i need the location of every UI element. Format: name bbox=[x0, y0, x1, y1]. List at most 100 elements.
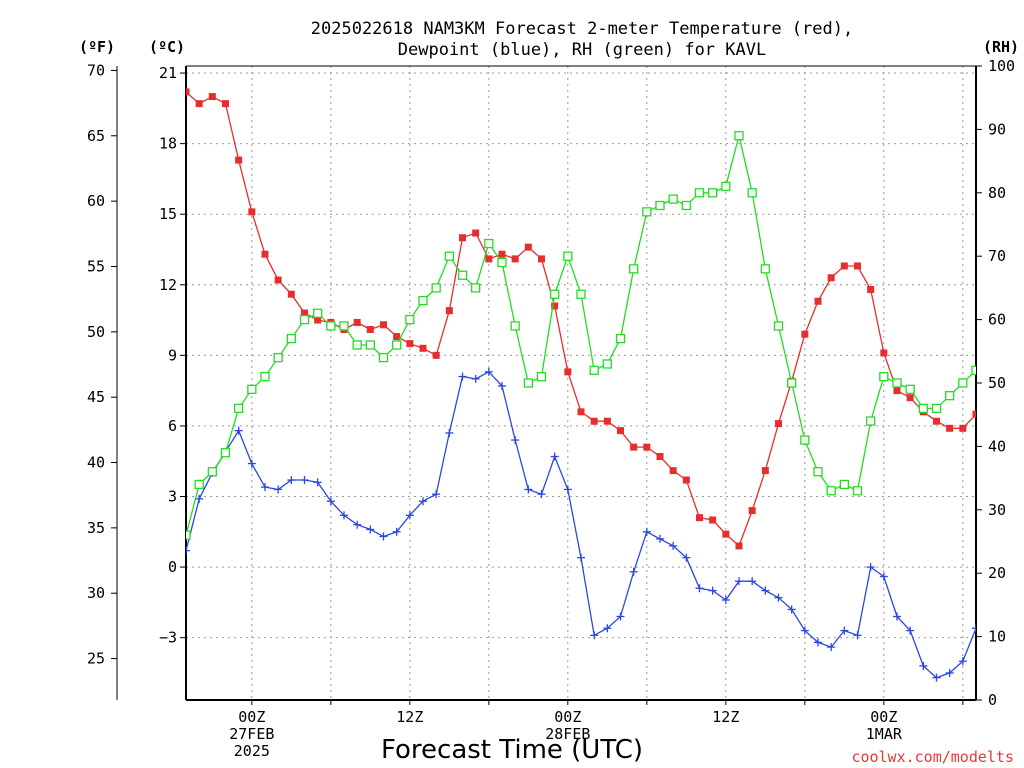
temperature-point bbox=[485, 255, 493, 263]
celsius-tick-label: 15 bbox=[159, 205, 177, 223]
rh-point bbox=[931, 403, 942, 414]
temperature-point bbox=[248, 208, 256, 216]
rh-point bbox=[510, 321, 520, 331]
x-tick-label: 28FEB bbox=[545, 725, 590, 743]
dewpoint-point bbox=[511, 436, 520, 445]
temperature-point bbox=[353, 318, 361, 326]
temperature-point bbox=[775, 420, 782, 428]
temperature-point bbox=[419, 344, 427, 352]
rh-point bbox=[655, 200, 665, 211]
fahrenheit-tick-label: 55 bbox=[87, 257, 105, 275]
rh-point bbox=[536, 372, 547, 382]
temperature-point bbox=[274, 276, 282, 284]
dewpoint-point bbox=[656, 534, 664, 543]
rh-point bbox=[186, 530, 191, 540]
dewpoint-point bbox=[353, 520, 362, 529]
dewpoint-point bbox=[840, 626, 849, 635]
rh-tick-label: 20 bbox=[988, 564, 1006, 582]
rh-point bbox=[839, 479, 849, 490]
dewpoint-point bbox=[432, 490, 441, 499]
dewpoint-point bbox=[735, 577, 743, 586]
dewpoint-point bbox=[392, 527, 401, 536]
dewpoint-line bbox=[186, 370, 976, 679]
rh-point bbox=[563, 251, 573, 261]
dewpoint-point bbox=[550, 452, 559, 461]
dewpoint-point bbox=[577, 553, 585, 562]
temperature-point bbox=[682, 476, 690, 484]
temperature-point bbox=[498, 250, 506, 258]
rh-point bbox=[642, 207, 652, 217]
rh-point bbox=[247, 384, 257, 394]
temperature-point bbox=[432, 351, 440, 359]
temperature-point bbox=[669, 467, 677, 475]
rh-point bbox=[694, 188, 705, 198]
rh-point bbox=[260, 372, 270, 382]
rh-point bbox=[787, 378, 797, 388]
rh-point bbox=[945, 391, 955, 401]
dewpoint-point bbox=[234, 426, 243, 435]
dewpoint-point bbox=[814, 638, 822, 647]
temperature-point bbox=[643, 443, 651, 451]
temperature-point bbox=[827, 274, 835, 282]
fahrenheit-tick-label: 25 bbox=[87, 650, 105, 668]
rh-point bbox=[418, 295, 428, 306]
temperature-point bbox=[301, 309, 308, 317]
temperature-point bbox=[577, 408, 585, 416]
rh-point bbox=[971, 365, 976, 375]
dewpoint-point bbox=[800, 626, 809, 635]
dewpoint-point bbox=[261, 483, 269, 492]
rh-point bbox=[286, 333, 296, 344]
dewpoint-point bbox=[919, 661, 928, 670]
rh-point bbox=[550, 289, 560, 299]
rh-point bbox=[431, 283, 441, 293]
dewpoint-point bbox=[379, 532, 388, 541]
rh-point bbox=[721, 181, 731, 192]
rh-point bbox=[852, 486, 863, 496]
temperature-point bbox=[709, 516, 717, 524]
rh-tick-label: 70 bbox=[988, 247, 1006, 265]
dewpoint-point bbox=[616, 612, 625, 621]
rh-point bbox=[352, 340, 362, 350]
temperature-point bbox=[603, 417, 611, 425]
temperature-point bbox=[564, 368, 572, 376]
dewpoint-point bbox=[419, 497, 427, 506]
temperature-point bbox=[366, 325, 374, 333]
rh-point bbox=[879, 372, 889, 382]
temperature-point bbox=[524, 243, 532, 251]
fahrenheit-tick-label: 60 bbox=[87, 192, 105, 210]
temperature-point bbox=[445, 307, 453, 315]
fahrenheit-unit-label: (ºF) bbox=[79, 38, 115, 56]
rh-tick-label: 10 bbox=[988, 628, 1006, 646]
rh-point bbox=[207, 467, 217, 477]
temperature-point bbox=[261, 250, 269, 258]
fahrenheit-tick-label: 45 bbox=[87, 388, 105, 406]
temperature-point bbox=[840, 262, 848, 270]
rh-point bbox=[589, 365, 599, 375]
grid-lines bbox=[186, 66, 976, 700]
dewpoint-point bbox=[787, 605, 796, 614]
dewpoint-point bbox=[893, 612, 901, 621]
x-tick-label: 00Z bbox=[554, 708, 581, 726]
rh-point bbox=[892, 378, 902, 388]
rh-unit-label: (RH) bbox=[983, 38, 1019, 56]
temperature-point bbox=[617, 427, 624, 435]
rh-point bbox=[484, 238, 494, 249]
dewpoint-point bbox=[195, 494, 204, 503]
fahrenheit-tick-label: 40 bbox=[87, 454, 105, 472]
rh-point bbox=[826, 486, 836, 496]
fahrenheit-tick-label: 30 bbox=[87, 584, 105, 602]
temperature-point bbox=[748, 507, 756, 515]
series-layer bbox=[186, 88, 976, 682]
temperature-point bbox=[867, 285, 875, 293]
dewpoint-point bbox=[340, 511, 348, 520]
fahrenheit-tick-label: 35 bbox=[87, 519, 105, 537]
dewpoint-point bbox=[642, 527, 651, 536]
dewpoint-point bbox=[945, 668, 954, 677]
rh-point bbox=[747, 188, 757, 198]
temperature-point bbox=[893, 387, 901, 395]
rh-point bbox=[629, 264, 639, 274]
rh-tick-label: 50 bbox=[988, 374, 1006, 392]
temperature-point bbox=[393, 333, 401, 341]
x-tick-label: 12Z bbox=[712, 708, 739, 726]
temperature-point bbox=[235, 156, 243, 164]
